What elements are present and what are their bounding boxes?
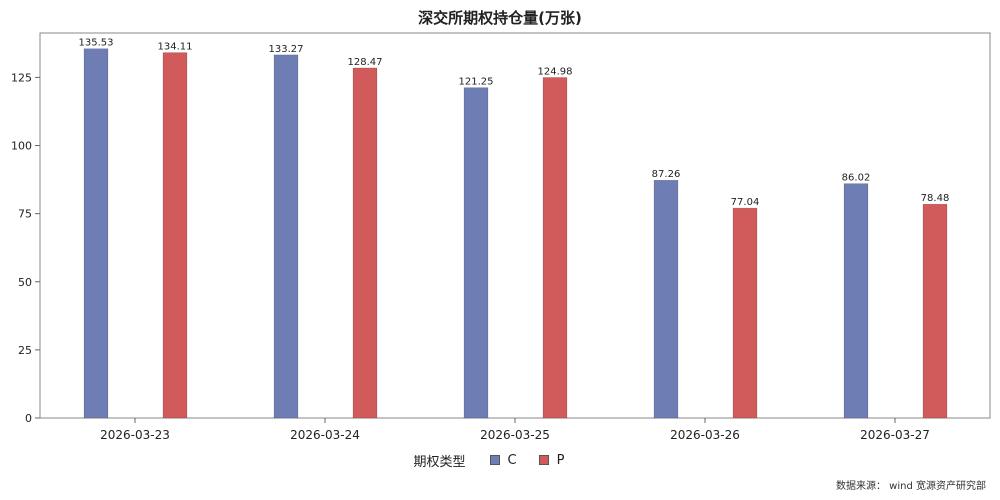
- y-tick-label: 25: [18, 344, 32, 357]
- bar-p: [732, 207, 758, 419]
- data-label: 77.04: [731, 197, 760, 208]
- bar-c: [843, 183, 869, 419]
- bar-p: [352, 67, 378, 419]
- x-tick-label: 2026-03-27: [860, 428, 930, 442]
- bar-p: [542, 77, 568, 419]
- data-label: 134.11: [158, 42, 193, 53]
- y-tick-label: 50: [18, 276, 32, 289]
- bar-c: [653, 179, 679, 419]
- data-label: 128.47: [348, 57, 383, 68]
- legend-label-c: C: [507, 452, 517, 468]
- bar-p: [162, 52, 188, 419]
- legend-label-p: P: [556, 452, 565, 468]
- legend-swatch-c: [489, 455, 500, 465]
- data-label: 133.27: [269, 44, 304, 55]
- legend: 期权类型 C P: [0, 451, 1000, 470]
- y-tick-label: 100: [11, 140, 32, 153]
- x-tick-label: 2026-03-26: [670, 428, 740, 442]
- data-label: 78.48: [921, 193, 950, 204]
- y-tick-label: 75: [18, 208, 32, 221]
- bar-c: [83, 48, 109, 419]
- legend-title: 期权类型: [413, 454, 466, 470]
- y-tick-label: 125: [11, 71, 32, 84]
- x-tick-label: 2026-03-24: [290, 428, 360, 442]
- data-label: 135.53: [79, 38, 114, 49]
- bar-c: [463, 87, 489, 419]
- x-tick-label: 2026-03-25: [480, 428, 550, 442]
- data-label: 121.25: [459, 77, 494, 88]
- bar-p: [922, 203, 948, 419]
- y-tick-label: 0: [25, 412, 32, 425]
- legend-item-p: P: [538, 452, 565, 468]
- source-note: 数据来源： wind 宽源资产研究部: [836, 481, 986, 492]
- chart-title: 深交所期权持仓量(万张): [418, 9, 582, 27]
- legend-item-c: C: [489, 452, 517, 468]
- x-tick-label: 2026-03-23: [100, 428, 170, 442]
- bar-c: [273, 54, 299, 419]
- data-label: 124.98: [538, 66, 573, 77]
- data-label: 87.26: [652, 169, 681, 180]
- data-label: 86.02: [842, 173, 871, 184]
- legend-swatch-p: [538, 455, 549, 465]
